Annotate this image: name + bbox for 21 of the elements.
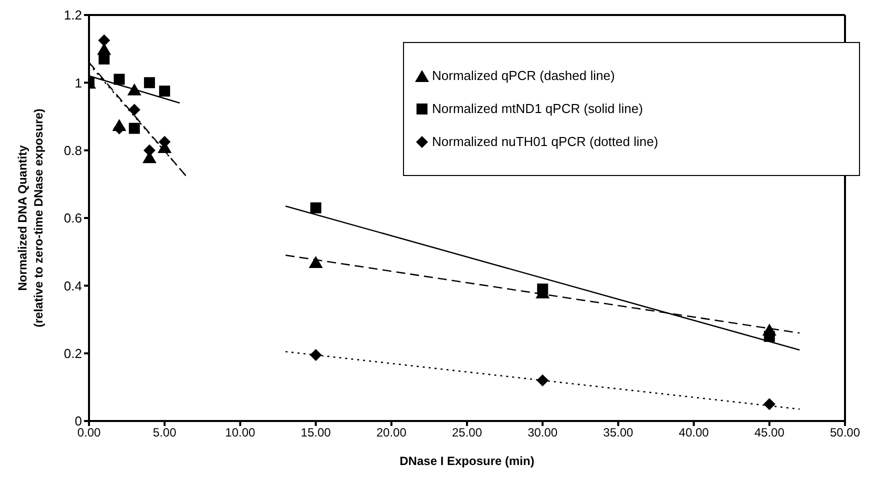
x-tick-label: 30.00 — [528, 426, 558, 440]
legend-label: Normalized qPCR (dashed line) — [432, 68, 615, 83]
x-tick-label: 50.00 — [830, 426, 860, 440]
legend-label: Normalized nuTH01 qPCR (dotted line) — [432, 134, 658, 149]
x-tick-label: 10.00 — [225, 426, 256, 440]
legend-label: Normalized mtND1 qPCR (solid line) — [432, 101, 643, 116]
y-tick-label: 0.4 — [64, 278, 82, 294]
x-tick-label: 5.00 — [152, 426, 177, 440]
x-tick-label: 15.00 — [300, 426, 332, 440]
y-axis-title: Normalized DNA Quantity (relative to zero-time DNase exposure) — [16, 108, 46, 328]
x-tick-label: 25.00 — [452, 426, 482, 440]
x-tick-label: 20.00 — [376, 426, 407, 440]
x-tick-label: 45.00 — [754, 426, 785, 440]
x-tick-label: 35.00 — [603, 426, 634, 440]
x-tick-label: 40.00 — [678, 426, 710, 440]
y-tick-label: 0.2 — [64, 346, 82, 361]
y-tick-label: 0.6 — [64, 210, 82, 226]
y-tick-label: 1.2 — [64, 8, 82, 23]
y-tick-label: 1 — [74, 75, 82, 90]
y-tick-label: 0.8 — [64, 142, 82, 158]
x-axis-title: DNase I Exposure (min) — [400, 454, 534, 468]
